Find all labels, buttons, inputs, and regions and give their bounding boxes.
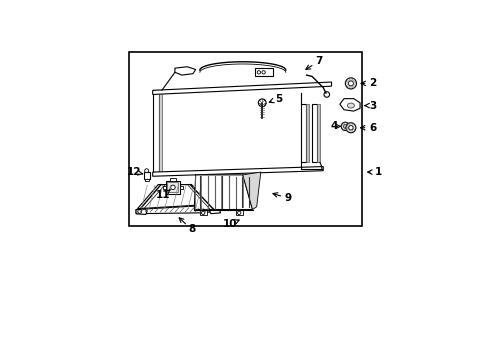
Bar xyxy=(306,104,309,162)
Polygon shape xyxy=(175,67,196,75)
Text: 12: 12 xyxy=(127,167,142,177)
Text: 9: 9 xyxy=(285,193,292,203)
Bar xyxy=(144,172,149,179)
Circle shape xyxy=(145,169,148,173)
Circle shape xyxy=(346,123,356,133)
Bar xyxy=(317,104,320,162)
Polygon shape xyxy=(340,99,360,111)
Bar xyxy=(170,178,176,181)
Polygon shape xyxy=(136,209,147,215)
Circle shape xyxy=(262,71,265,74)
Text: 2: 2 xyxy=(369,78,377,89)
Circle shape xyxy=(345,78,356,89)
Polygon shape xyxy=(207,206,220,214)
Ellipse shape xyxy=(347,103,354,108)
Polygon shape xyxy=(243,172,261,210)
Bar xyxy=(255,68,273,76)
Text: 10: 10 xyxy=(223,219,238,229)
Circle shape xyxy=(349,126,353,130)
Circle shape xyxy=(258,99,266,107)
Bar xyxy=(129,51,362,226)
Text: 5: 5 xyxy=(275,94,282,104)
Bar xyxy=(163,186,166,189)
Circle shape xyxy=(341,122,349,131)
Bar xyxy=(200,209,207,215)
Text: 11: 11 xyxy=(156,190,171,200)
Circle shape xyxy=(138,210,142,213)
Bar xyxy=(159,90,162,172)
Text: 6: 6 xyxy=(369,123,377,133)
Circle shape xyxy=(238,211,241,215)
Text: 1: 1 xyxy=(375,167,382,177)
Bar xyxy=(180,186,183,189)
Circle shape xyxy=(171,185,175,190)
Bar xyxy=(145,179,148,181)
Circle shape xyxy=(324,92,330,97)
Circle shape xyxy=(257,71,261,74)
Circle shape xyxy=(348,81,353,86)
Polygon shape xyxy=(195,175,252,210)
Circle shape xyxy=(343,125,347,128)
Polygon shape xyxy=(138,185,208,209)
Bar xyxy=(312,104,317,162)
Polygon shape xyxy=(153,82,332,94)
Polygon shape xyxy=(136,205,215,214)
Bar xyxy=(301,104,306,162)
Bar xyxy=(166,181,180,194)
Bar xyxy=(236,209,243,215)
Bar xyxy=(153,90,159,172)
Polygon shape xyxy=(153,167,323,176)
Text: 7: 7 xyxy=(316,56,323,66)
Text: 3: 3 xyxy=(369,100,377,111)
Text: 8: 8 xyxy=(188,225,195,234)
Circle shape xyxy=(201,211,205,215)
Bar xyxy=(168,183,178,192)
Text: 4: 4 xyxy=(331,121,338,131)
